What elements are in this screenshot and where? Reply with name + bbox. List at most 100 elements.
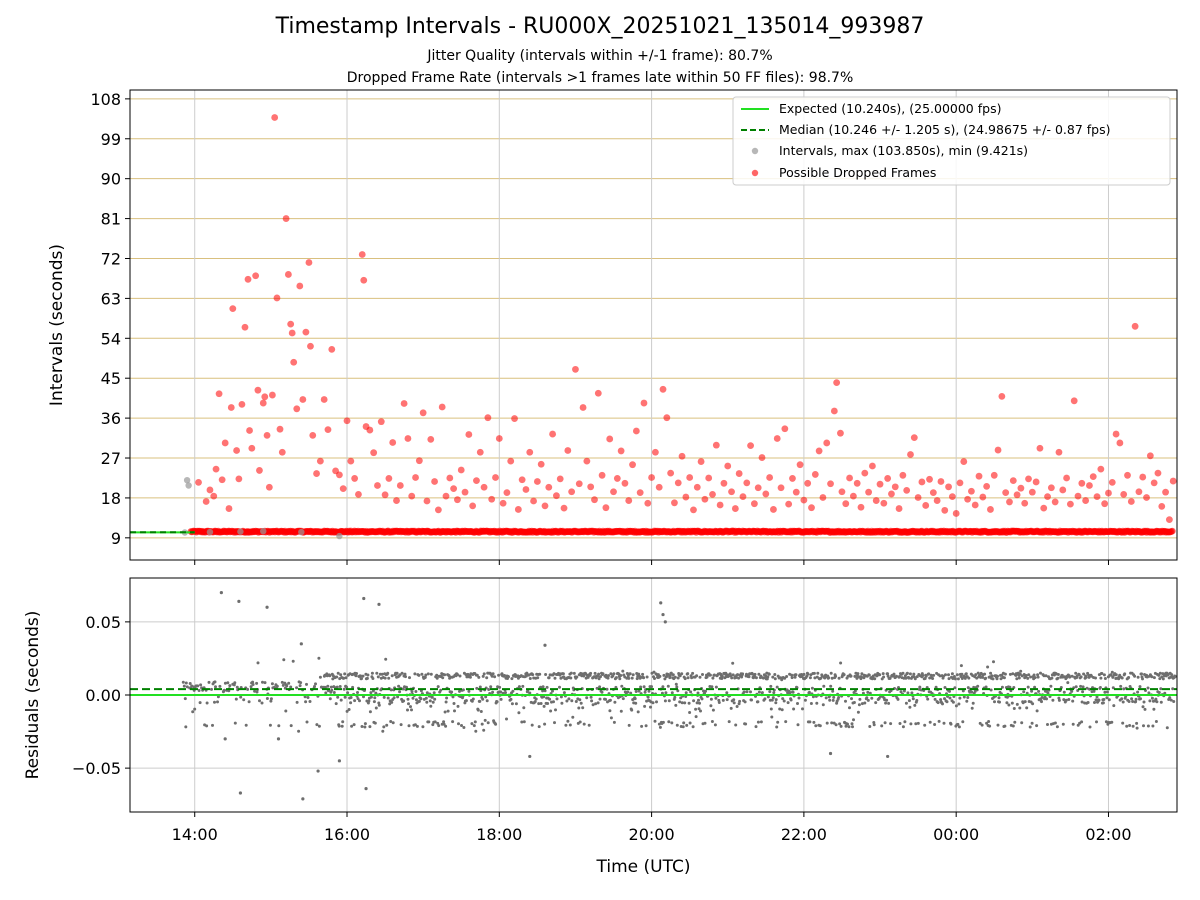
residual-point bbox=[661, 720, 665, 724]
residual-point bbox=[1071, 722, 1075, 726]
residual-point bbox=[998, 700, 1001, 704]
residual-point bbox=[760, 691, 764, 695]
dropped-frame-point bbox=[1108, 479, 1116, 486]
residual-point bbox=[360, 677, 363, 681]
dropped-frame-point bbox=[903, 486, 911, 494]
residual-point bbox=[635, 677, 639, 681]
residual-point bbox=[1103, 677, 1107, 680]
residual-point bbox=[182, 684, 186, 688]
residual-point bbox=[607, 674, 610, 678]
residual-point bbox=[937, 719, 941, 723]
residual-point bbox=[1146, 724, 1150, 728]
residual-point bbox=[970, 690, 974, 694]
residual-point bbox=[1142, 700, 1146, 704]
residual-point bbox=[717, 701, 721, 704]
residual-point bbox=[295, 700, 299, 704]
residual-point bbox=[619, 709, 623, 713]
residual-point bbox=[921, 674, 925, 677]
dropped-frame-point bbox=[833, 379, 841, 387]
residual-point bbox=[539, 685, 543, 689]
residual-point bbox=[598, 685, 602, 689]
residual-point bbox=[1056, 676, 1060, 680]
dropped-frame-point bbox=[907, 451, 914, 458]
residual-point bbox=[694, 715, 698, 719]
intervals-frame bbox=[129, 89, 1178, 561]
dropped-frame-point bbox=[842, 500, 850, 508]
residual-point bbox=[435, 676, 439, 680]
dropped-frame-point bbox=[408, 492, 416, 500]
dropped-frame-point bbox=[446, 474, 454, 482]
residual-point bbox=[514, 702, 518, 706]
residual-point bbox=[1098, 686, 1102, 689]
residual-point bbox=[1056, 673, 1060, 676]
residual-point bbox=[597, 672, 601, 676]
residual-point bbox=[1103, 690, 1107, 694]
residual-point bbox=[868, 691, 872, 695]
dropped-frame-point bbox=[238, 400, 246, 408]
dropped-frame-point bbox=[663, 414, 671, 422]
dropped-frame-point bbox=[579, 404, 587, 411]
residual-point bbox=[1087, 675, 1091, 679]
dropped-frame-point bbox=[541, 502, 549, 510]
residual-point bbox=[364, 787, 368, 791]
residual-point bbox=[1142, 724, 1145, 728]
residual-point bbox=[486, 721, 490, 725]
dropped-frame-point bbox=[849, 492, 857, 500]
dropped-frame-point bbox=[556, 475, 564, 483]
residual-point bbox=[387, 676, 391, 680]
residual-point bbox=[336, 695, 340, 699]
dropped-frame-point bbox=[360, 276, 368, 284]
residual-point bbox=[382, 695, 386, 699]
y-tick-label: 72 bbox=[101, 249, 121, 268]
residual-point bbox=[822, 684, 826, 688]
dropped-frame-point bbox=[423, 497, 431, 505]
dropped-frame-point bbox=[869, 462, 876, 470]
dropped-frame-point bbox=[522, 486, 530, 493]
residual-point bbox=[251, 683, 255, 686]
residual-point bbox=[407, 702, 410, 706]
residual-point bbox=[694, 707, 698, 711]
x-tick-label: 18:00 bbox=[476, 825, 522, 844]
residual-point bbox=[796, 702, 799, 705]
residual-point bbox=[810, 686, 814, 690]
residual-point bbox=[910, 691, 914, 695]
dropped-frame-point bbox=[1025, 475, 1032, 483]
residual-point bbox=[223, 681, 227, 685]
residual-point bbox=[608, 709, 612, 713]
residual-point bbox=[901, 671, 905, 675]
residual-point bbox=[265, 697, 269, 700]
residual-point bbox=[185, 685, 189, 689]
residual-point bbox=[1134, 697, 1138, 701]
residual-point bbox=[886, 672, 890, 676]
residual-point bbox=[1094, 676, 1097, 680]
residual-point bbox=[433, 697, 437, 701]
residual-point bbox=[409, 705, 412, 709]
residual-point bbox=[630, 676, 634, 680]
residual-point bbox=[1105, 690, 1109, 694]
residual-point bbox=[655, 700, 658, 704]
residual-point bbox=[1143, 707, 1147, 711]
residual-point bbox=[569, 671, 573, 675]
dropped-frame-point bbox=[457, 466, 465, 474]
residual-point bbox=[889, 722, 893, 726]
residual-point bbox=[1114, 673, 1118, 677]
residual-point bbox=[280, 680, 284, 684]
residual-point bbox=[744, 722, 748, 726]
residual-point bbox=[335, 685, 339, 689]
residual-point bbox=[947, 673, 950, 677]
residual-point bbox=[984, 685, 988, 689]
residual-point bbox=[338, 685, 342, 688]
residual-point bbox=[629, 691, 633, 695]
residual-point bbox=[709, 697, 713, 701]
dropped-frame-point bbox=[1013, 491, 1021, 499]
residual-point bbox=[481, 674, 485, 678]
dropped-frame-point bbox=[674, 479, 682, 487]
residual-point bbox=[349, 696, 353, 699]
residual-point bbox=[429, 672, 433, 676]
residual-point bbox=[299, 642, 303, 646]
dropped-frame-point bbox=[1101, 500, 1109, 508]
residual-point bbox=[522, 720, 526, 724]
residual-point bbox=[673, 695, 677, 699]
residual-point bbox=[414, 690, 418, 693]
residual-point bbox=[759, 674, 763, 678]
